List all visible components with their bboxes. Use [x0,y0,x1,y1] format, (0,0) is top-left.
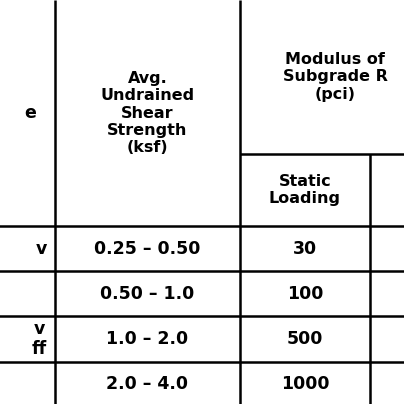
Text: 0.25 – 0.50: 0.25 – 0.50 [94,240,201,258]
Text: Static
Loading: Static Loading [269,174,341,206]
Text: 1000: 1000 [281,375,329,393]
Text: 100: 100 [287,285,323,303]
Text: 30: 30 [293,240,317,258]
Text: Modulus of
Subgrade R
(pci): Modulus of Subgrade R (pci) [282,52,387,102]
Text: Avg.
Undrained
Shear
Strength
(ksf): Avg. Undrained Shear Strength (ksf) [101,71,195,155]
Text: 0.50 – 1.0: 0.50 – 1.0 [100,285,195,303]
Text: v
ff: v ff [32,320,47,358]
Text: v: v [36,240,47,258]
Text: 2.0 – 4.0: 2.0 – 4.0 [107,375,189,393]
Text: 500: 500 [287,330,323,348]
Text: 1.0 – 2.0: 1.0 – 2.0 [106,330,189,348]
Text: e: e [24,104,36,122]
